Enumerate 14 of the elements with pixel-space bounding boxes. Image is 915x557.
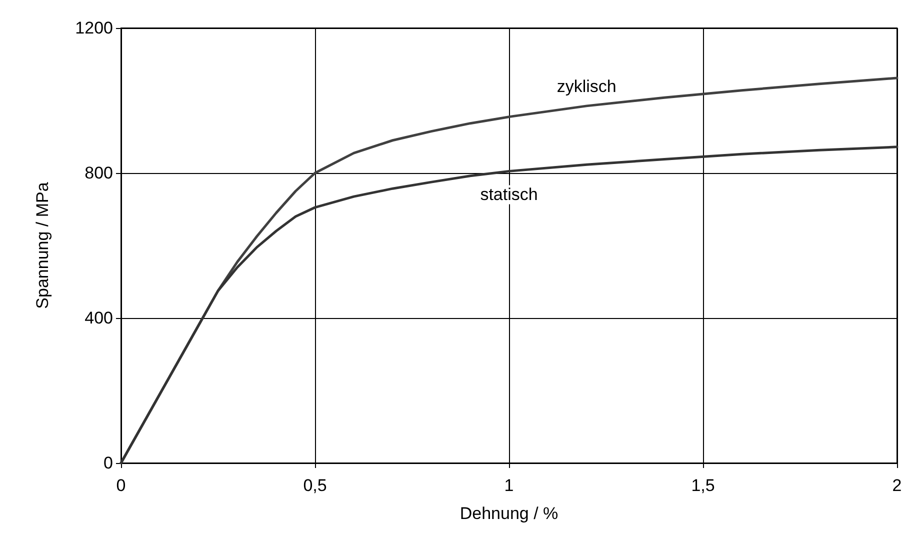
y-tick-label: 400 (84, 308, 113, 328)
x-axis-title: Dehnung / % (460, 504, 558, 523)
x-tick-label: 1,5 (691, 476, 715, 495)
y-tick-label: 0 (104, 454, 113, 472)
x-tick-label: 1 (504, 476, 514, 495)
y-tick-label: 1200 (75, 18, 113, 38)
x-tick-label: 0,5 (303, 476, 327, 495)
y-tick-label: 800 (84, 164, 113, 182)
series-label: statisch (480, 185, 538, 204)
y-axis-title: Spannung / MPa (33, 182, 52, 309)
line-series (120, 146, 898, 464)
series-label: zyklisch (556, 76, 616, 96)
x-tick-label: 0 (116, 476, 126, 495)
x-tick-label: 2 (892, 476, 902, 495)
